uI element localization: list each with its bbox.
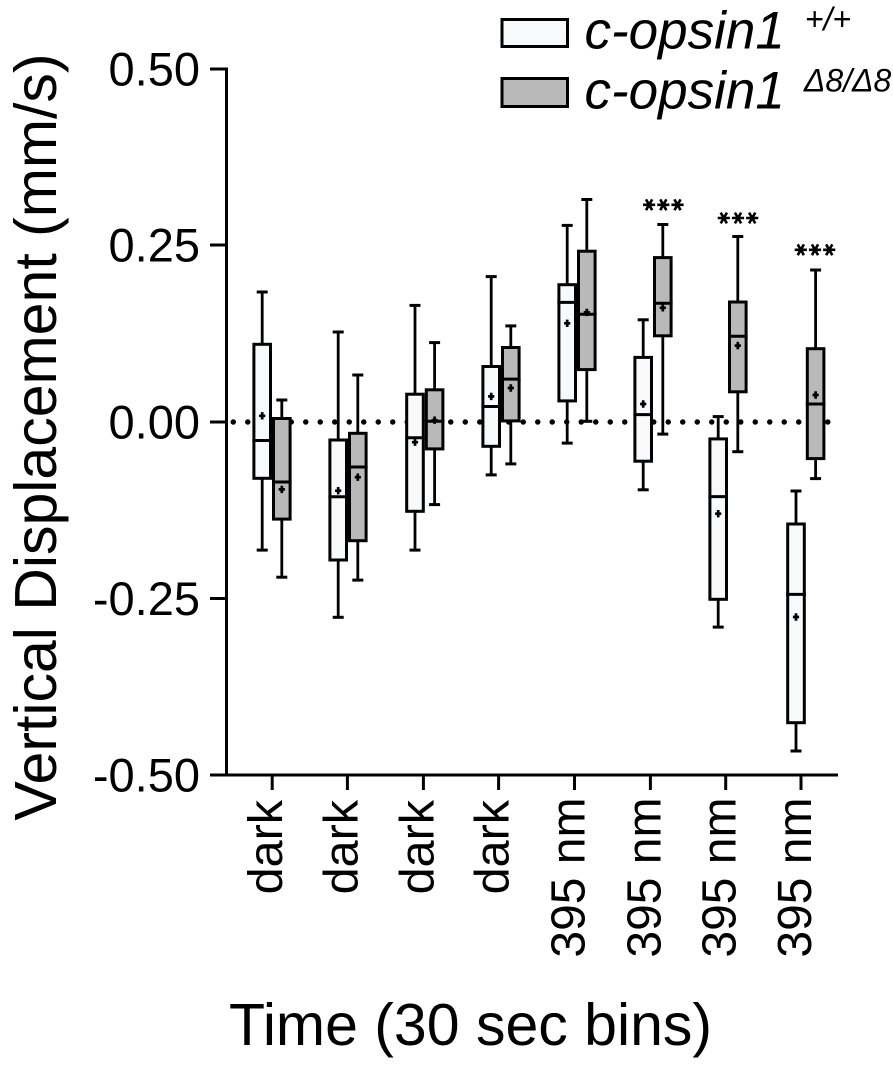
svg-text:-0.50: -0.50 [93, 749, 200, 802]
svg-text:0.25: 0.25 [109, 219, 200, 272]
svg-text:395 nm: 395 nm [694, 798, 747, 958]
svg-text:-0.25: -0.25 [93, 572, 200, 625]
svg-text:c-opsin1+/+: c-opsin1 +/+ [585, 1, 852, 60]
svg-text:dark: dark [314, 799, 368, 894]
svg-text:0.50: 0.50 [109, 43, 200, 96]
svg-text:dark: dark [239, 799, 293, 894]
svg-text:dark: dark [390, 799, 444, 894]
svg-text:395 nm: 395 nm [543, 798, 596, 958]
svg-text:dark: dark [466, 799, 520, 894]
svg-text:395 nm: 395 nm [618, 798, 671, 958]
svg-text:Vertical Displacement (mm/s): Vertical Displacement (mm/s) [3, 53, 69, 820]
svg-text:Time (30 sec bins): Time (30 sec bins) [229, 992, 712, 1058]
svg-text:395 nm: 395 nm [769, 798, 822, 958]
svg-text:0.00: 0.00 [109, 396, 200, 449]
